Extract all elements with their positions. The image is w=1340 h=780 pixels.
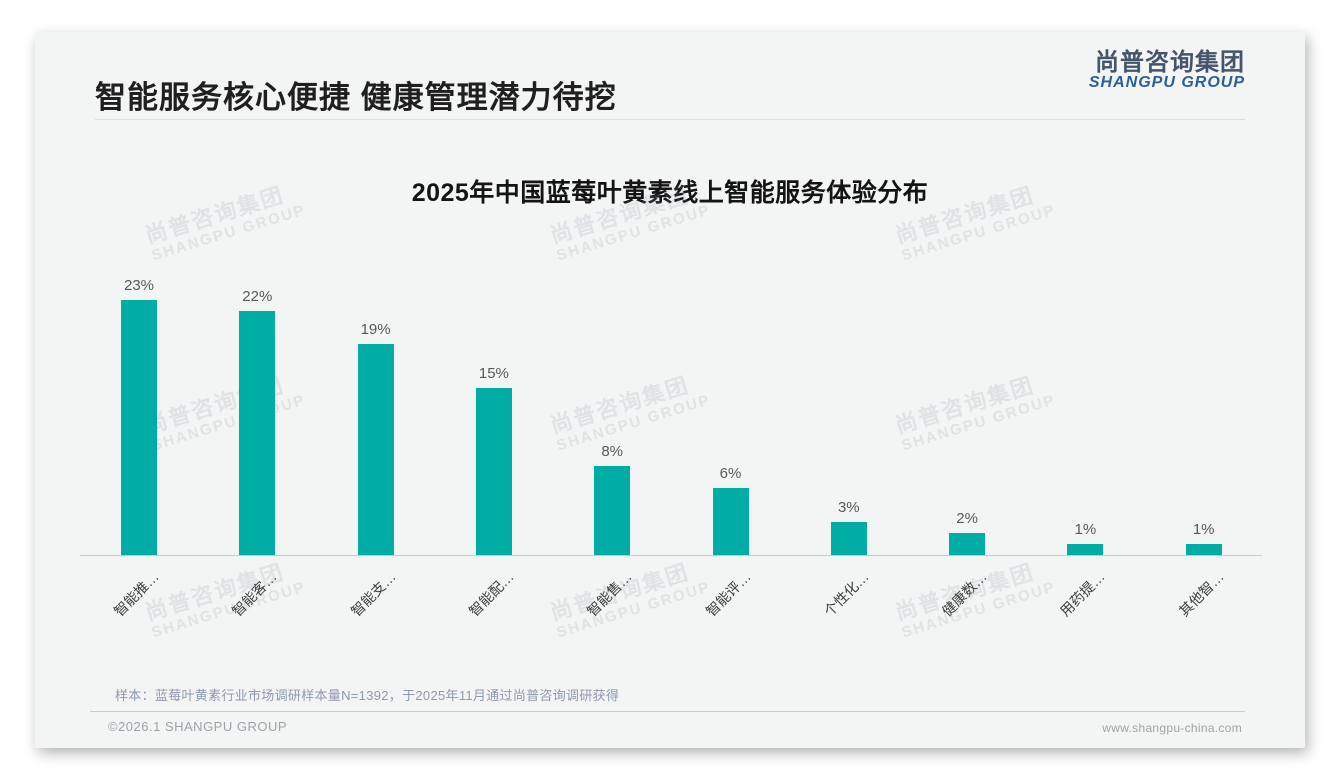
header-divider <box>95 119 1245 120</box>
bar-value-label: 1% <box>1192 521 1215 538</box>
bar-value-label: 19% <box>360 321 391 338</box>
bar <box>712 488 749 555</box>
plot-area: 23% 智能推… 22% 智能客… 19% 智能支… 15% 智能配… 8% 智能售… 6% 智能评…… <box>80 32 1262 748</box>
chart-title: 2025年中国蓝莓叶黄素线上智能服务体验分布 <box>411 179 929 207</box>
category-label: 智能推… <box>110 568 162 620</box>
category-label: 智能售… <box>584 568 635 620</box>
category-label: 用药提… <box>1057 568 1109 620</box>
bar <box>121 300 157 555</box>
page-title: 智能服务核心便捷 健康管理潜力待挖 <box>95 80 617 115</box>
bar-value-label: 23% <box>123 277 155 294</box>
company-logo: 尚普咨询集团 SHANGPU GROUP <box>1089 50 1245 92</box>
website-url: www.shangpu-china.com <box>1102 721 1242 735</box>
bar <box>475 388 512 555</box>
copyright-text: ©2026.1 SHANGPU GROUP <box>108 719 288 734</box>
bar <box>357 344 394 555</box>
category-label: 个性化… <box>820 568 872 620</box>
category-label: 其他智… <box>1175 568 1227 620</box>
bar-value-label: 1% <box>1074 521 1097 538</box>
bar <box>830 522 867 555</box>
category-label: 智能支… <box>347 568 399 620</box>
bar <box>1185 544 1222 555</box>
bar-value-label: 3% <box>837 499 860 516</box>
bar-value-label: 2% <box>956 510 978 527</box>
sample-note: 样本：蓝莓叶黄素行业市场调研样本量N=1392，于2025年11月通过尚普咨询调… <box>115 688 620 703</box>
logo-chinese-name: 尚普咨询集团 <box>1095 49 1245 76</box>
bar-value-label: 8% <box>601 443 624 460</box>
category-label: 智能配… <box>465 568 517 620</box>
bar-value-label: 6% <box>719 465 742 482</box>
footer-divider <box>90 711 1245 712</box>
bar <box>1067 544 1104 555</box>
category-label: 智能评… <box>702 568 754 620</box>
slide-card: 智能服务核心便捷 健康管理潜力待挖 尚普咨询集团 SHANGPU GROUP 2… <box>35 32 1305 748</box>
bar-value-label: 15% <box>478 365 509 382</box>
category-label: 健康数… <box>938 568 990 620</box>
bar-value-label: 22% <box>242 288 273 305</box>
bar <box>239 311 276 555</box>
x-axis-line <box>80 555 1262 556</box>
category-label: 智能客… <box>229 568 281 620</box>
bar <box>949 533 986 555</box>
bar <box>594 466 631 555</box>
logo-english-name: SHANGPU GROUP <box>1088 74 1245 92</box>
